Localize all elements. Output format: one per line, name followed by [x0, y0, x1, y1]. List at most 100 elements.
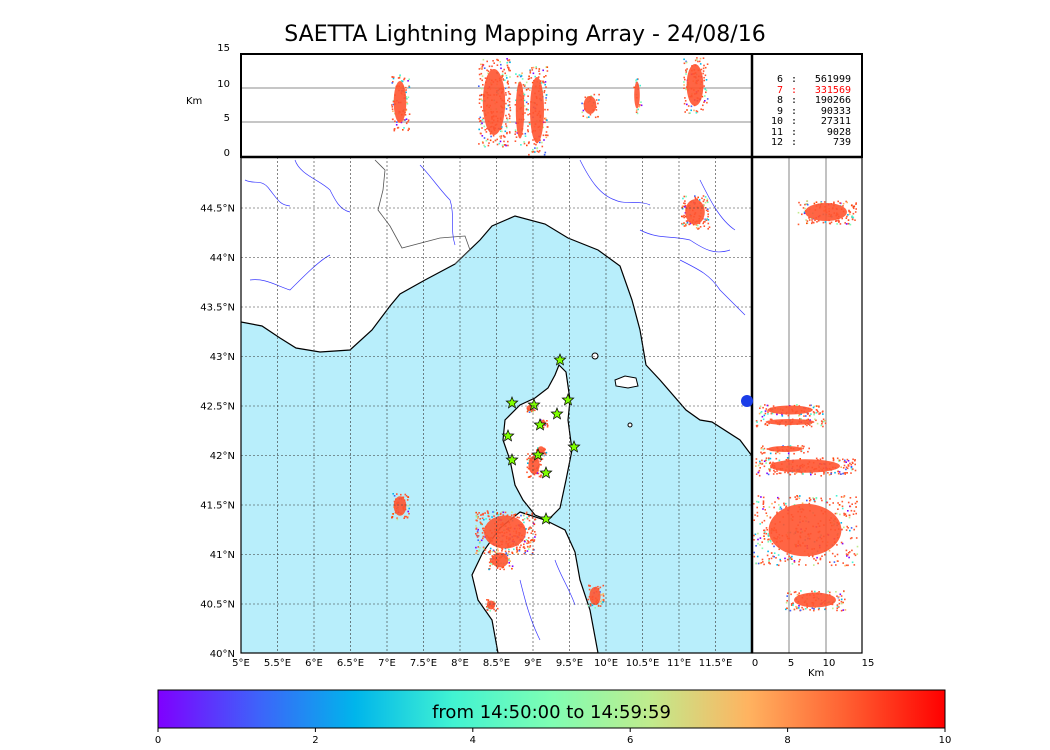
lightning-source — [684, 225, 686, 227]
lightning-source — [546, 420, 548, 422]
lightning-source — [803, 445, 805, 448]
lightning-source — [506, 61, 508, 64]
station-count-stations: 8 — [776, 95, 783, 106]
lightning-source — [528, 75, 530, 78]
lightning-source — [806, 222, 808, 225]
lightning-source — [753, 519, 755, 521]
lightning-source — [844, 513, 847, 515]
lightning-source — [839, 459, 841, 462]
lightning-source — [531, 513, 533, 516]
lightning-source — [391, 516, 394, 518]
lightning-source — [393, 128, 396, 131]
station-count-row: 6: 561999 — [756, 74, 856, 86]
lightning-core — [515, 81, 525, 139]
lightning-source — [482, 58, 485, 61]
lightning-source — [707, 201, 709, 204]
lightning-source — [408, 512, 410, 515]
lightning-source — [544, 121, 546, 124]
lightning-source — [527, 113, 529, 116]
lightning-source — [597, 585, 599, 588]
lightning-source — [760, 411, 762, 414]
lightning-source — [542, 126, 544, 129]
lightning-source — [527, 467, 530, 470]
lightning-source — [529, 72, 532, 74]
lightning-source — [757, 532, 759, 535]
lightning-source — [700, 108, 702, 110]
lightning-source — [802, 447, 804, 450]
lightning-source — [407, 80, 409, 82]
lightning-source — [817, 411, 819, 413]
lightning-source — [544, 424, 547, 426]
lightning-source — [772, 555, 774, 558]
lightning-source — [781, 413, 783, 416]
lightning-source — [681, 215, 683, 218]
lightning-source — [545, 97, 547, 99]
lightning-source — [482, 117, 485, 120]
lightning-source — [524, 84, 526, 86]
lightning-source — [537, 76, 540, 78]
lightning-source — [785, 502, 787, 505]
lightning-source — [701, 197, 703, 200]
lightning-source — [806, 412, 809, 414]
lightning-source — [764, 410, 767, 412]
lightning-source — [508, 97, 511, 100]
lightning-source — [522, 95, 525, 97]
lightning-source — [814, 590, 816, 593]
lightning-source — [767, 404, 770, 407]
lightning-source — [477, 539, 479, 541]
lightning-source — [754, 514, 756, 516]
lightning-source — [841, 507, 844, 510]
lightning-source — [482, 109, 484, 112]
lightning-source — [544, 83, 546, 86]
lightning-source — [481, 87, 483, 90]
lightning-source — [813, 558, 815, 560]
lightning-source — [850, 527, 853, 529]
lightning-core — [530, 77, 544, 143]
lightning-source — [602, 593, 604, 595]
lightning-source — [478, 85, 480, 87]
lightning-source — [475, 534, 478, 537]
lightning-source — [820, 420, 823, 422]
lightning-source — [776, 470, 778, 472]
lightning-source — [840, 522, 843, 524]
colorbar-bar — [157, 689, 946, 729]
lightning-source — [527, 129, 529, 131]
lightning-source — [483, 137, 486, 139]
lightning-source — [829, 591, 831, 594]
lightning-source — [501, 76, 503, 79]
lightning-source — [793, 452, 795, 455]
lightning-source — [496, 566, 499, 569]
lightning-source — [768, 559, 770, 562]
lightning-source — [407, 96, 410, 99]
lightning-source — [813, 609, 815, 612]
lat-tick-label: 41°N — [210, 550, 235, 561]
lightning-source — [476, 531, 479, 534]
lightning-source — [399, 74, 401, 76]
lightning-source — [524, 135, 527, 137]
lightning-source — [813, 202, 816, 205]
lightning-source — [483, 547, 485, 550]
lightning-source — [489, 565, 491, 567]
lightning-source — [847, 460, 850, 462]
lightning-source — [526, 516, 528, 519]
lightning-source — [509, 560, 511, 562]
lightning-source — [507, 553, 510, 555]
lightning-source — [828, 504, 831, 506]
station-markers — [501, 353, 581, 525]
lon-tick-label: 11°E — [667, 658, 691, 669]
lightning-source — [503, 87, 505, 89]
lightning-source — [818, 607, 820, 610]
lightning-source — [403, 78, 405, 81]
lightning-source — [780, 508, 783, 510]
lightning-source — [795, 498, 797, 501]
lightning-core — [685, 199, 705, 225]
lightning-source — [801, 606, 803, 609]
lightning-source — [753, 539, 755, 541]
lightning-source — [765, 462, 767, 464]
lightning-source — [508, 69, 510, 72]
lightning-source — [514, 140, 517, 142]
station-count-value: 190266 — [814, 95, 851, 106]
lightning-source — [599, 591, 601, 593]
lightning-source — [405, 109, 408, 112]
lightning-source — [760, 496, 762, 498]
